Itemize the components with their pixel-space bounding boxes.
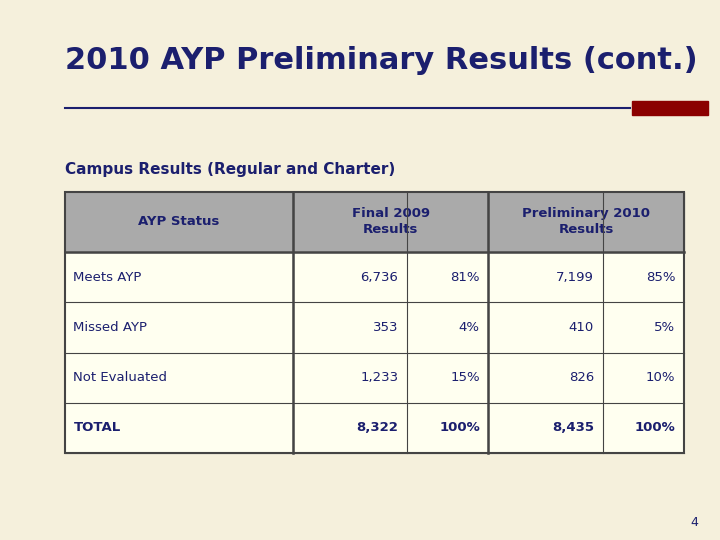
- Text: 4%: 4%: [459, 321, 480, 334]
- Text: 826: 826: [569, 371, 594, 384]
- Bar: [65, 302, 684, 353]
- Text: 15%: 15%: [450, 371, 480, 384]
- Text: TOTAL: TOTAL: [73, 421, 121, 435]
- Text: 8,322: 8,322: [356, 421, 398, 435]
- Text: 410: 410: [569, 321, 594, 334]
- Text: Not Evaluated: Not Evaluated: [73, 371, 168, 384]
- Bar: [632, 101, 708, 115]
- Text: Preliminary 2010
Results: Preliminary 2010 Results: [522, 207, 650, 237]
- Text: 2010 AYP Preliminary Results (cont.): 2010 AYP Preliminary Results (cont.): [65, 46, 698, 75]
- Text: Final 2009
Results: Final 2009 Results: [351, 207, 430, 237]
- Text: 6,736: 6,736: [361, 271, 398, 284]
- Bar: [65, 353, 684, 403]
- Text: 100%: 100%: [439, 421, 480, 435]
- Text: 353: 353: [373, 321, 398, 334]
- Text: 81%: 81%: [450, 271, 480, 284]
- Text: 100%: 100%: [634, 421, 675, 435]
- Bar: [65, 192, 684, 453]
- Text: 10%: 10%: [646, 371, 675, 384]
- Text: 4: 4: [690, 516, 698, 529]
- Text: Meets AYP: Meets AYP: [73, 271, 142, 284]
- Bar: [65, 252, 684, 302]
- Text: 7,199: 7,199: [556, 271, 594, 284]
- Text: 5%: 5%: [654, 321, 675, 334]
- Bar: [65, 403, 684, 453]
- Text: 1,233: 1,233: [360, 371, 398, 384]
- Bar: [488, 192, 684, 252]
- Text: 85%: 85%: [646, 271, 675, 284]
- Text: 8,435: 8,435: [552, 421, 594, 435]
- Text: Missed AYP: Missed AYP: [73, 321, 148, 334]
- Text: Campus Results (Regular and Charter): Campus Results (Regular and Charter): [65, 162, 395, 177]
- Bar: [65, 192, 293, 252]
- Text: AYP Status: AYP Status: [138, 215, 220, 228]
- Bar: [293, 192, 488, 252]
